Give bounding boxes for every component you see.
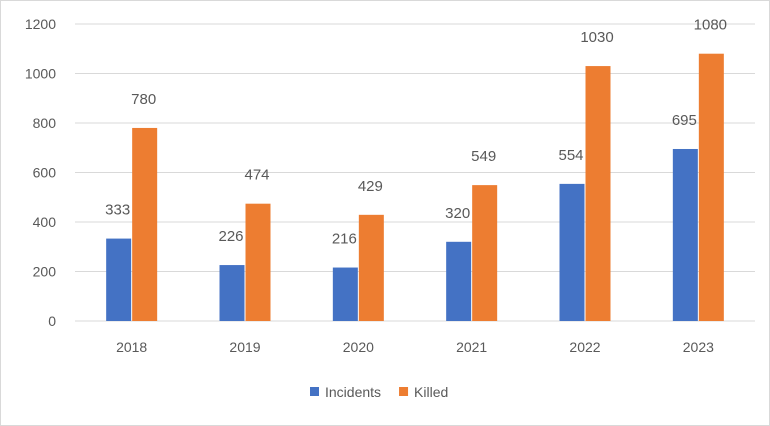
y-tick-label: 600 [33,165,57,181]
legend-swatch-killed [399,387,409,396]
data-label: 1080 [694,17,727,34]
data-label: 226 [218,228,243,245]
legend-label-killed: Killed [414,384,448,400]
data-label: 549 [471,148,496,165]
y-tick-label: 200 [33,264,57,280]
bar-incidents-2018 [106,238,132,321]
data-label: 695 [672,112,697,129]
bar-incidents-2019 [219,265,245,321]
legend-swatch-incidents [310,387,319,396]
bar-incidents-2023 [672,148,698,321]
data-label: 1030 [580,29,613,46]
data-label: 333 [105,202,130,219]
y-tick-label: 1200 [25,16,56,32]
data-label: 474 [244,167,269,184]
x-tick-label: 2021 [456,339,487,355]
bar-incidents-2020 [332,267,358,321]
legend-label-incidents: Incidents [325,384,381,400]
x-tick-label: 2018 [116,339,147,355]
y-tick-label: 800 [33,115,57,131]
data-label: 780 [131,91,156,108]
data-label: 554 [558,147,583,164]
bar-incidents-2021 [446,241,472,321]
data-label: 429 [358,178,383,195]
y-tick-label: 400 [33,214,57,230]
bar-killed-2018 [132,127,158,321]
data-label: 320 [445,205,470,222]
bar-incidents-2022 [559,183,585,321]
y-tick-label: 1000 [25,66,56,82]
data-label: 216 [332,231,357,248]
bar-killed-2020 [358,214,384,321]
bar-killed-2019 [245,203,271,321]
x-tick-label: 2020 [343,339,374,355]
x-tick-label: 2023 [683,339,714,355]
bar-killed-2022 [585,66,611,321]
y-tick-label: 0 [48,313,56,329]
bar-killed-2023 [698,53,724,321]
bar-killed-2021 [472,185,498,321]
x-tick-label: 2019 [229,339,260,355]
x-tick-label: 2022 [569,339,600,355]
